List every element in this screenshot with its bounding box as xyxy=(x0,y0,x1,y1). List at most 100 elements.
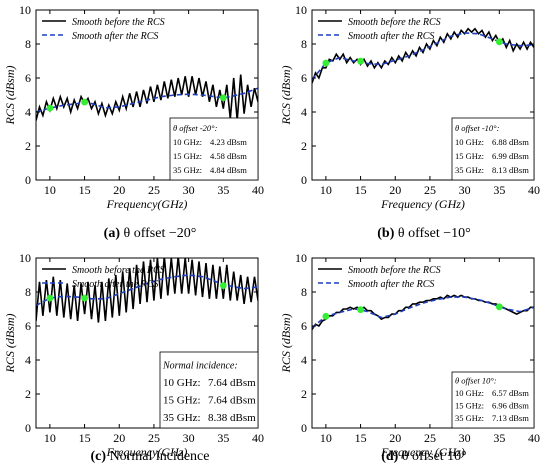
marker-point xyxy=(46,104,54,112)
y-tick-label: 2 xyxy=(301,387,307,401)
y-tick-label: 0 xyxy=(301,421,307,435)
x-tick-label: 30 xyxy=(183,183,195,197)
x-tick-label: 25 xyxy=(148,183,160,197)
annotation-freq: 10 GHz: xyxy=(455,137,484,147)
legend-label-before: Smooth before the RCS xyxy=(72,265,165,276)
annotation-value: 4.84 dBsm xyxy=(210,165,247,175)
marker-point xyxy=(46,294,54,302)
x-tick-label: 35 xyxy=(493,431,505,445)
annotation-value: 7.13 dBsm xyxy=(492,413,529,423)
x-tick-label: 40 xyxy=(252,431,264,445)
x-axis-label: Frequency(GHz) xyxy=(106,197,188,211)
y-tick-label: 4 xyxy=(25,105,31,119)
x-axis-label: Frequency (GHz) xyxy=(380,197,465,211)
y-tick-label: 0 xyxy=(301,173,307,187)
plot-frame xyxy=(35,9,259,181)
x-axis-label: Frequency (GHz) xyxy=(380,445,465,459)
y-axis-label: RCS (dBsm) xyxy=(3,314,17,374)
y-tick-label: 8 xyxy=(301,37,307,51)
y-tick-label: 0 xyxy=(25,173,31,187)
chart-panel-1: 10 15 20 25 30 35 40 0 2 4 6 8 10 Frequency(GHz) RCS (… xyxy=(3,3,264,241)
panel-caption: (c) Normal incidence xyxy=(91,449,210,464)
x-axis-label: Frequency(GHz) xyxy=(106,445,188,459)
y-tick-label: 4 xyxy=(301,353,307,367)
marker-point xyxy=(322,59,330,67)
chart-panel-2: 10 15 20 25 30 35 40 0 2 4 6 8 10 Frequency (GHz) RCS … xyxy=(279,3,540,241)
annotation-freq: 10 GHz: xyxy=(173,137,202,147)
annotation-title: θ offset -20°: xyxy=(173,123,218,133)
annotation-value: 6.88 dBsm xyxy=(492,137,529,147)
plot-frame xyxy=(311,257,535,429)
legend-label-after: Smooth after the RCS xyxy=(348,31,434,42)
legend-label-after: Smooth after the RCS xyxy=(72,31,158,42)
plot-frame xyxy=(35,257,259,429)
x-tick-label: 25 xyxy=(148,431,160,445)
x-tick-label: 35 xyxy=(493,183,505,197)
x-tick-label: 40 xyxy=(528,183,540,197)
annotation-box xyxy=(169,117,259,181)
x-tick-label: 15 xyxy=(355,431,367,445)
marker-point xyxy=(357,57,364,65)
x-tick-label: 20 xyxy=(389,431,401,445)
series-before-line xyxy=(312,27,534,84)
y-tick-label: 2 xyxy=(25,139,31,153)
annotation-value: 6.96 dBsm xyxy=(492,401,529,411)
panel-caption: (b) θ offset −10° xyxy=(377,226,470,241)
marker-point xyxy=(81,294,88,302)
annotation-value: 4.23 dBsm xyxy=(210,137,247,147)
y-tick-label: 8 xyxy=(301,285,307,299)
x-tick-label: 30 xyxy=(183,431,195,445)
marker-point xyxy=(219,94,227,102)
series-before-line xyxy=(312,294,534,330)
y-tick-label: 2 xyxy=(301,139,307,153)
y-axis-label: RCS (dBsm) xyxy=(279,66,293,126)
x-tick-label: 20 xyxy=(113,431,125,445)
x-tick-label: 15 xyxy=(79,183,91,197)
annotation-freq: 35 GHz: xyxy=(173,165,202,175)
y-tick-label: 10 xyxy=(295,3,307,17)
legend-label-before: Smooth before the RCS xyxy=(72,17,165,28)
annotation-value: 7.64 dBsm xyxy=(208,395,256,407)
chart-panel-3: 10 15 20 25 30 35 40 0 2 4 6 8 10 Frequency(GHz) RCS (… xyxy=(3,251,264,464)
marker-point xyxy=(495,38,503,46)
annotation-box xyxy=(159,351,259,429)
x-tick-label: 30 xyxy=(459,183,471,197)
legend-label-after: Smooth after the RCS xyxy=(72,279,158,290)
y-tick-label: 8 xyxy=(25,37,31,51)
y-axis-label: RCS (dBsm) xyxy=(3,66,17,126)
marker-point xyxy=(357,306,364,314)
y-tick-label: 6 xyxy=(301,319,307,333)
series-before-line xyxy=(36,258,258,323)
y-tick-label: 10 xyxy=(295,251,307,265)
y-tick-label: 8 xyxy=(25,285,31,299)
annotation-title: Normal incidence: xyxy=(162,361,238,372)
x-tick-label: 35 xyxy=(217,183,229,197)
marker-point xyxy=(322,312,330,320)
x-tick-label: 40 xyxy=(252,183,264,197)
legend-label-before: Smooth before the RCS xyxy=(348,265,441,276)
plot-frame xyxy=(311,9,535,181)
marker-point xyxy=(495,303,503,311)
annotation-freq: 10 GHz: xyxy=(163,377,201,389)
annotation-value: 4.58 dBsm xyxy=(210,151,247,161)
y-axis-label: RCS (dBsm) xyxy=(279,314,293,374)
annotation-freq: 15 GHz: xyxy=(163,395,201,407)
x-tick-label: 25 xyxy=(424,183,436,197)
x-tick-label: 10 xyxy=(320,431,332,445)
series-after-line xyxy=(312,296,534,329)
annotation-freq: 10 GHz: xyxy=(455,388,484,398)
annotation-value: 8.13 dBsm xyxy=(492,165,529,175)
marker-point xyxy=(81,98,88,106)
annotation-value: 6.57 dBsm xyxy=(492,388,529,398)
y-tick-label: 4 xyxy=(301,105,307,119)
annotation-box xyxy=(451,371,535,429)
y-tick-label: 10 xyxy=(19,3,31,17)
annotation-freq: 15 GHz: xyxy=(455,151,484,161)
y-tick-label: 10 xyxy=(19,251,31,265)
y-tick-label: 6 xyxy=(301,71,307,85)
panel-caption: (a) θ offset −20° xyxy=(104,226,197,241)
annotation-value: 6.99 dBsm xyxy=(492,151,529,161)
annotation-box xyxy=(451,117,535,181)
